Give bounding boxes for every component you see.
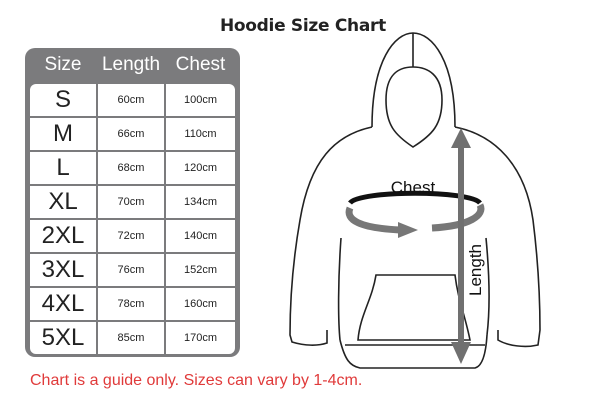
table-row: 4XL 78cm 160cm [30, 288, 235, 320]
table-row: 5XL 85cm 170cm [30, 322, 235, 354]
chest-cell: 152cm [166, 254, 235, 286]
chest-measure-arrow [345, 190, 485, 238]
size-cell: XL [30, 186, 96, 218]
table-row: L 68cm 120cm [30, 152, 235, 184]
length-label: Length [466, 244, 485, 296]
size-cell: 2XL [30, 220, 96, 252]
header-chest: Chest [175, 54, 226, 75]
page-title: Hoodie Size Chart [220, 16, 386, 36]
length-cell: 60cm [98, 84, 164, 116]
size-table: Size Length Chest S 60cm 100cm M 66cm 110cm L 6… [25, 48, 240, 357]
size-disclaimer: Chart is a guide only. Sizes can vary by… [30, 372, 363, 389]
chest-cell: 134cm [166, 186, 235, 218]
length-cell: 72cm [98, 220, 164, 252]
size-cell: 3XL [30, 254, 96, 286]
chest-cell: 170cm [166, 322, 235, 354]
table-row: XL 70cm 134cm [30, 186, 235, 218]
length-cell: 76cm [98, 254, 164, 286]
chest-cell: 110cm [166, 118, 235, 150]
size-cell: 5XL [30, 322, 96, 354]
size-cell: 4XL [30, 288, 96, 320]
length-cell: 85cm [98, 322, 164, 354]
table-row: 2XL 72cm 140cm [30, 220, 235, 252]
size-cell: M [30, 118, 96, 150]
size-cell: S [30, 84, 96, 116]
table-row: S 60cm 100cm [30, 84, 235, 116]
chest-cell: 100cm [166, 84, 235, 116]
length-cell: 68cm [98, 152, 164, 184]
chest-cell: 160cm [166, 288, 235, 320]
header-size: Size [44, 54, 82, 75]
chest-cell: 120cm [166, 152, 235, 184]
length-cell: 66cm [98, 118, 164, 150]
length-cell: 70cm [98, 186, 164, 218]
chest-label: Chest [391, 178, 436, 197]
size-cell: L [30, 152, 96, 184]
header-length: Length [101, 54, 161, 75]
chest-cell: 140cm [166, 220, 235, 252]
length-measure-arrow [451, 128, 471, 364]
table-row: 3XL 76cm 152cm [30, 254, 235, 286]
hoodie-outline [289, 32, 541, 369]
length-cell: 78cm [98, 288, 164, 320]
table-row: M 66cm 110cm [30, 118, 235, 150]
